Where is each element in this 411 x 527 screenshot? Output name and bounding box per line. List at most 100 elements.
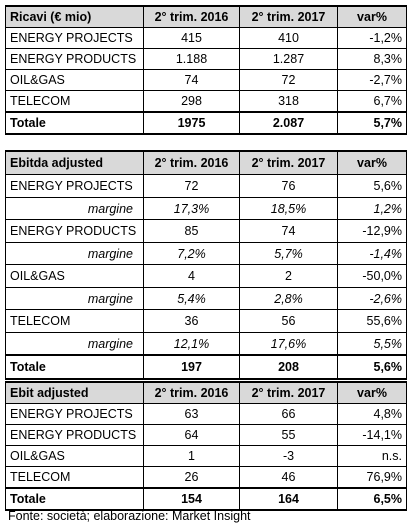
header-cell: 2° trim. 2016 [143,5,240,28]
table-row: TELECOM 36 56 55,6% [5,309,407,333]
total-value: 1975 [143,111,240,135]
row-label: TELECOM [5,466,144,489]
var-cell: -1,4% [337,242,407,265]
header-cell: 2° trim. 2017 [239,150,338,175]
header-cell: var% [337,381,407,404]
ricavi-table: Ricavi (€ mio) 2° trim. 2016 2° trim. 20… [5,5,407,135]
value-cell: -3 [239,445,338,467]
total-var: 5,6% [337,354,407,380]
header-cell: 2° trim. 2016 [143,381,240,404]
header-cell: var% [337,150,407,175]
value-cell: 18,5% [239,197,338,220]
value-cell: 64 [143,424,240,446]
ebitda-table: Ebitda adjusted 2° trim. 2016 2° trim. 2… [5,150,407,380]
value-cell: 5,4% [143,287,240,310]
table-row: TELECOM 298 318 6,7% [5,90,407,113]
header-cell: Ebit adjusted [5,381,144,404]
value-cell: 318 [239,90,338,113]
row-label: ENERGY PRODUCTS [5,219,144,243]
table-row: ENERGY PROJECTS 415 410 -1,2% [5,27,407,49]
total-label: Totale [5,487,144,511]
margin-row: margine 17,3% 18,5% 1,2% [5,197,407,220]
total-label: Totale [5,111,144,135]
var-cell: 5,6% [337,174,407,198]
value-cell: 17,3% [143,197,240,220]
value-cell: 85 [143,219,240,243]
var-cell: 6,7% [337,90,407,113]
value-cell: 74 [143,69,240,91]
row-label: OIL&GAS [5,264,144,288]
value-cell: 2 [239,264,338,288]
var-cell: 5,5% [337,332,407,356]
table-header-row: Ebit adjusted 2° trim. 2016 2° trim. 201… [5,381,407,404]
var-cell: -14,1% [337,424,407,446]
table-row: ENERGY PROJECTS 72 76 5,6% [5,174,407,198]
row-label: OIL&GAS [5,69,144,91]
value-cell: 7,2% [143,242,240,265]
var-cell: n.s. [337,445,407,467]
value-cell: 4 [143,264,240,288]
total-row: Totale 197 208 5,6% [5,354,407,380]
var-cell: 55,6% [337,309,407,333]
total-var: 6,5% [337,487,407,511]
var-cell: 76,9% [337,466,407,489]
margin-label: margine [5,287,144,310]
total-var: 5,7% [337,111,407,135]
table-header-row: Ricavi (€ mio) 2° trim. 2016 2° trim. 20… [5,5,407,28]
table-row: ENERGY PRODUCTS 85 74 -12,9% [5,219,407,243]
header-cell: Ebitda adjusted [5,150,144,175]
value-cell: 1.188 [143,48,240,70]
table-row: TELECOM 26 46 76,9% [5,466,407,489]
value-cell: 415 [143,27,240,49]
ebit-table: Ebit adjusted 2° trim. 2016 2° trim. 201… [5,381,407,511]
var-cell: -50,0% [337,264,407,288]
value-cell: 1 [143,445,240,467]
value-cell: 72 [143,174,240,198]
margin-label: margine [5,332,144,356]
total-value: 208 [239,354,338,380]
row-label: TELECOM [5,309,144,333]
var-cell: -1,2% [337,27,407,49]
total-value: 154 [143,487,240,511]
total-row: Totale 154 164 6,5% [5,487,407,511]
total-label: Totale [5,354,144,380]
table-header-row: Ebitda adjusted 2° trim. 2016 2° trim. 2… [5,150,407,175]
value-cell: 63 [143,403,240,425]
value-cell: 298 [143,90,240,113]
margin-label: margine [5,242,144,265]
value-cell: 46 [239,466,338,489]
header-cell: 2° trim. 2017 [239,5,338,28]
table-row: OIL&GAS 74 72 -2,7% [5,69,407,91]
value-cell: 5,7% [239,242,338,265]
value-cell: 76 [239,174,338,198]
value-cell: 36 [143,309,240,333]
row-label: OIL&GAS [5,445,144,467]
source-note: Fonte: società; elaborazione: Market Ins… [8,509,251,523]
row-label: ENERGY PROJECTS [5,27,144,49]
table-row: ENERGY PROJECTS 63 66 4,8% [5,403,407,425]
table-row: ENERGY PRODUCTS 64 55 -14,1% [5,424,407,446]
header-cell: var% [337,5,407,28]
var-cell: -12,9% [337,219,407,243]
table-row: OIL&GAS 4 2 -50,0% [5,264,407,288]
value-cell: 55 [239,424,338,446]
row-label: ENERGY PRODUCTS [5,48,144,70]
var-cell: 4,8% [337,403,407,425]
var-cell: 8,3% [337,48,407,70]
var-cell: -2,6% [337,287,407,310]
header-cell: 2° trim. 2017 [239,381,338,404]
margin-row: margine 12,1% 17,6% 5,5% [5,332,407,356]
value-cell: 66 [239,403,338,425]
total-value: 197 [143,354,240,380]
header-cell: Ricavi (€ mio) [5,5,144,28]
total-value: 164 [239,487,338,511]
value-cell: 26 [143,466,240,489]
row-label: ENERGY PROJECTS [5,174,144,198]
value-cell: 17,6% [239,332,338,356]
value-cell: 2,8% [239,287,338,310]
value-cell: 74 [239,219,338,243]
value-cell: 410 [239,27,338,49]
table-row: OIL&GAS 1 -3 n.s. [5,445,407,467]
var-cell: -2,7% [337,69,407,91]
margin-label: margine [5,197,144,220]
